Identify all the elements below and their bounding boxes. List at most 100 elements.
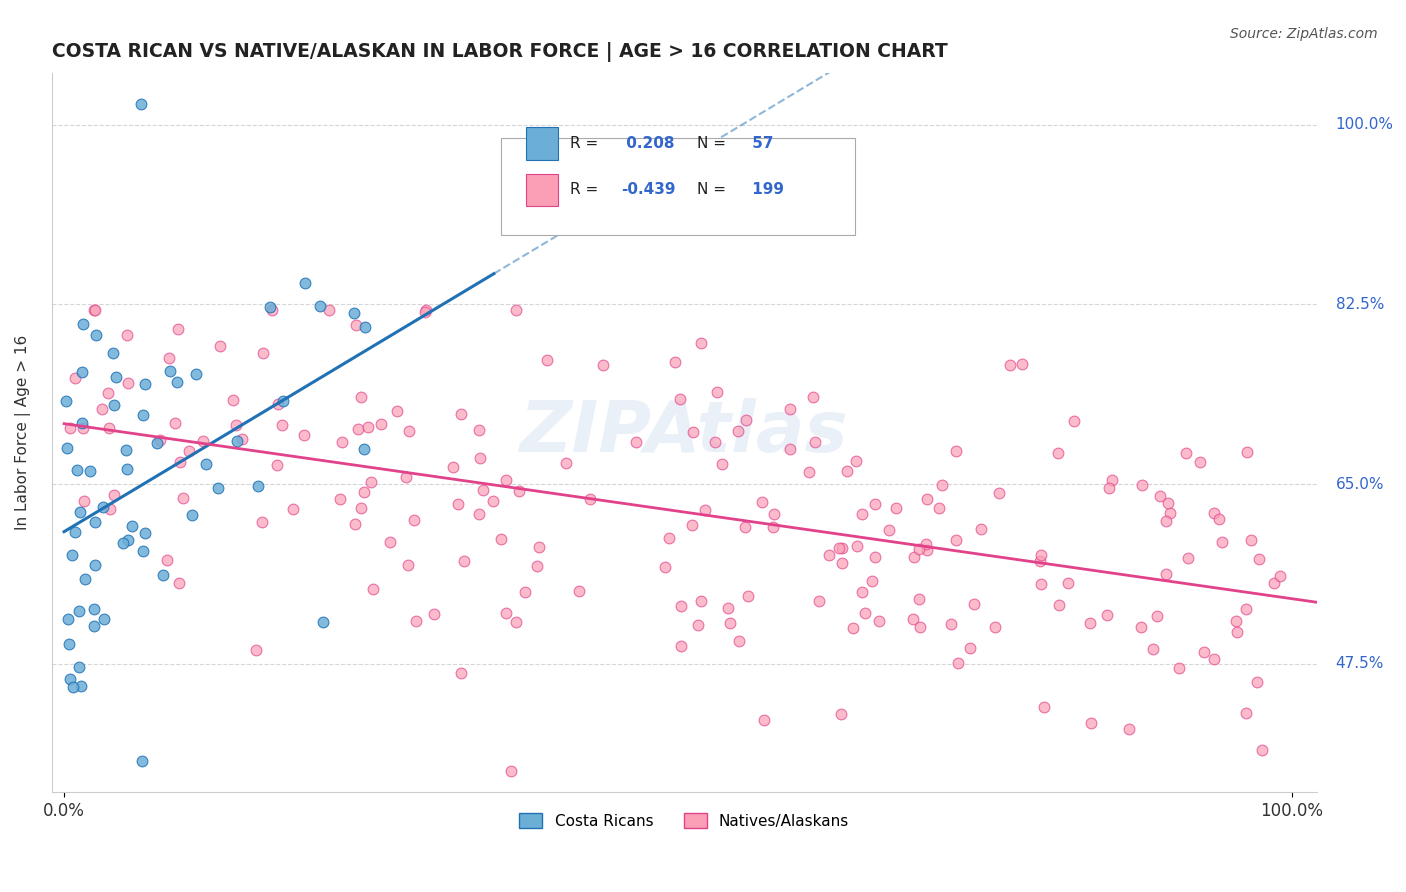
Point <box>357 420 380 434</box>
Text: 100.0%: 100.0% <box>1336 117 1393 132</box>
Point <box>226 434 249 448</box>
Point <box>983 620 1005 634</box>
Point <box>159 363 181 377</box>
Point <box>998 359 1021 373</box>
Point <box>98 421 121 435</box>
Point <box>266 458 288 472</box>
Point <box>131 543 153 558</box>
Point <box>779 402 801 417</box>
Point <box>664 355 686 369</box>
Point <box>1146 608 1168 623</box>
Point <box>405 614 427 628</box>
Point <box>344 516 367 531</box>
Point <box>658 532 681 546</box>
Point <box>209 338 232 352</box>
Point <box>70 365 93 379</box>
Point <box>915 492 938 507</box>
Point <box>167 321 190 335</box>
Point <box>1130 477 1153 491</box>
Point <box>163 416 186 430</box>
Point <box>79 464 101 478</box>
Point <box>471 483 494 497</box>
Point <box>177 444 200 458</box>
Point <box>398 424 420 438</box>
Point <box>1095 607 1118 622</box>
Bar <box>526 128 558 160</box>
Point <box>166 375 188 389</box>
Point <box>1168 661 1191 675</box>
Point <box>67 604 90 618</box>
Point <box>84 515 107 529</box>
Point <box>751 495 773 509</box>
Point <box>354 320 377 334</box>
Point <box>447 497 470 511</box>
Text: Source: ZipAtlas.com: Source: ZipAtlas.com <box>1230 27 1378 41</box>
Point <box>1046 446 1069 460</box>
Point <box>808 594 831 608</box>
Point <box>915 537 938 551</box>
Point <box>592 358 614 372</box>
Point <box>58 612 80 626</box>
Point <box>1202 652 1225 666</box>
Point <box>948 656 970 670</box>
Point <box>413 304 436 318</box>
Point <box>1101 473 1123 487</box>
Point <box>508 484 530 499</box>
Point <box>908 620 931 634</box>
Point <box>468 423 491 437</box>
Point <box>499 764 522 779</box>
Point <box>526 558 548 573</box>
Point <box>93 612 115 626</box>
Point <box>360 475 382 489</box>
Text: R =: R = <box>571 182 603 197</box>
Point <box>250 515 273 529</box>
Point <box>568 584 591 599</box>
Text: 57: 57 <box>748 136 773 151</box>
Point <box>83 618 105 632</box>
Point <box>117 376 139 390</box>
Point <box>536 353 558 368</box>
Point <box>868 615 890 629</box>
Point <box>831 556 853 570</box>
Point <box>65 371 87 385</box>
Point <box>515 585 537 599</box>
Point <box>505 302 527 317</box>
Point <box>624 434 647 449</box>
Point <box>1130 620 1153 634</box>
Point <box>1078 616 1101 631</box>
Point <box>907 541 929 556</box>
Point <box>1211 534 1233 549</box>
Point <box>988 486 1011 500</box>
Point <box>152 567 174 582</box>
Point <box>56 442 79 456</box>
Point <box>1226 624 1249 639</box>
Point <box>134 526 156 541</box>
Point <box>283 502 305 516</box>
Point <box>308 299 330 313</box>
Point <box>90 401 112 416</box>
Point <box>350 500 373 515</box>
Point <box>58 637 80 651</box>
Point <box>312 615 335 629</box>
Point <box>1029 577 1052 591</box>
Point <box>863 549 886 564</box>
Text: 0.208: 0.208 <box>621 136 675 151</box>
Point <box>134 377 156 392</box>
Y-axis label: In Labor Force | Age > 16: In Labor Force | Age > 16 <box>15 335 31 531</box>
Point <box>181 508 204 522</box>
Point <box>318 302 340 317</box>
Point <box>737 590 759 604</box>
Point <box>395 470 418 484</box>
Point <box>84 558 107 572</box>
Point <box>851 507 873 521</box>
Point <box>259 301 281 315</box>
Point <box>797 465 820 479</box>
Text: 47.5%: 47.5% <box>1336 657 1384 671</box>
Point <box>98 502 121 516</box>
Point <box>727 634 749 648</box>
Point <box>734 520 756 534</box>
Point <box>453 554 475 568</box>
Point <box>761 520 783 534</box>
Point <box>353 485 375 500</box>
Point <box>689 335 711 350</box>
